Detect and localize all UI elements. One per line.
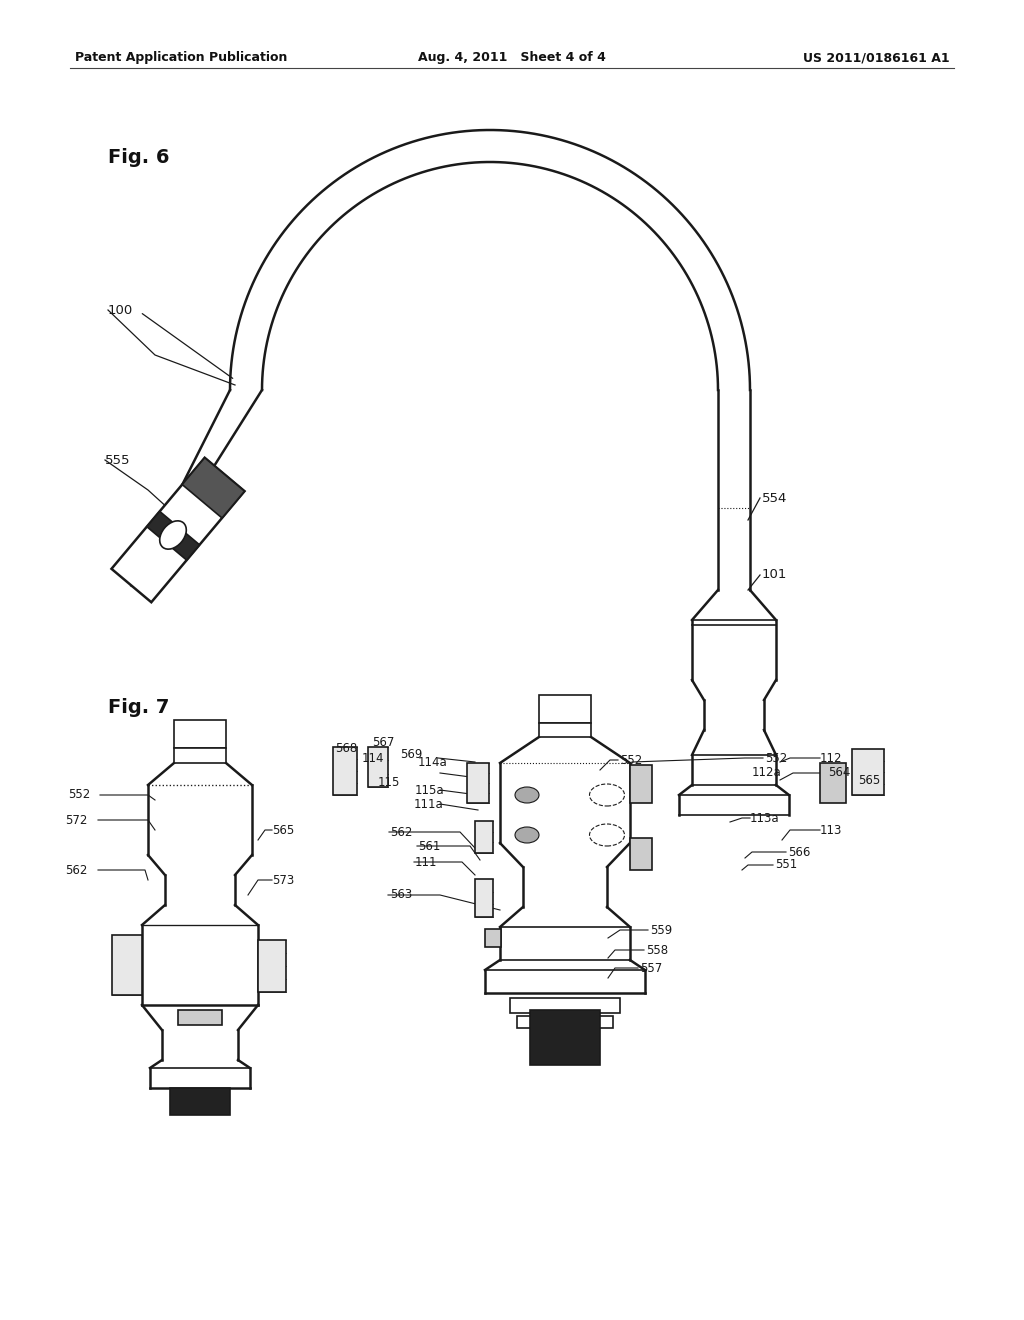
- Text: 552: 552: [68, 788, 90, 801]
- Polygon shape: [146, 511, 200, 560]
- Ellipse shape: [515, 787, 539, 803]
- Bar: [539, 696, 591, 723]
- Bar: [475, 879, 493, 917]
- Text: US 2011/0186161 A1: US 2011/0186161 A1: [804, 51, 950, 65]
- Text: 552: 552: [765, 751, 787, 764]
- Bar: [820, 763, 846, 803]
- Bar: [630, 838, 652, 870]
- Text: Fig. 7: Fig. 7: [108, 698, 169, 717]
- Text: 113a: 113a: [750, 812, 779, 825]
- Text: 112a: 112a: [752, 767, 781, 780]
- Bar: [333, 747, 357, 795]
- Text: 565: 565: [858, 774, 881, 787]
- Text: 572: 572: [65, 813, 87, 826]
- Bar: [112, 935, 142, 995]
- Text: Aug. 4, 2011   Sheet 4 of 4: Aug. 4, 2011 Sheet 4 of 4: [418, 51, 606, 65]
- Ellipse shape: [515, 828, 539, 843]
- Bar: [467, 763, 489, 803]
- Text: 559: 559: [650, 924, 672, 936]
- Text: 557: 557: [640, 961, 663, 974]
- Text: 558: 558: [646, 944, 668, 957]
- Bar: [174, 748, 226, 763]
- Bar: [485, 929, 501, 946]
- Text: 101: 101: [762, 569, 787, 582]
- Text: 554: 554: [762, 491, 787, 504]
- Text: 568: 568: [335, 742, 357, 755]
- Bar: [539, 723, 591, 737]
- Text: 563: 563: [390, 888, 413, 902]
- Text: 561: 561: [418, 840, 440, 853]
- Text: Fig. 6: Fig. 6: [108, 148, 170, 168]
- Ellipse shape: [160, 521, 186, 549]
- Bar: [368, 747, 388, 787]
- Text: 115a: 115a: [415, 784, 444, 796]
- Text: Patent Application Publication: Patent Application Publication: [75, 51, 288, 65]
- Text: 552: 552: [620, 754, 642, 767]
- Text: 114: 114: [362, 751, 384, 764]
- Text: 565: 565: [272, 824, 294, 837]
- Text: 564: 564: [828, 766, 850, 779]
- Bar: [174, 719, 226, 748]
- Text: 555: 555: [105, 454, 130, 466]
- Text: 566: 566: [788, 846, 810, 858]
- Text: 562: 562: [65, 863, 87, 876]
- Text: 111a: 111a: [414, 797, 443, 810]
- Text: 573: 573: [272, 874, 294, 887]
- Polygon shape: [112, 458, 245, 602]
- Text: 115: 115: [378, 776, 400, 788]
- Bar: [630, 766, 652, 803]
- Bar: [170, 1088, 230, 1115]
- Bar: [475, 821, 493, 853]
- Text: 100: 100: [108, 304, 133, 317]
- Text: 114a: 114a: [418, 755, 447, 768]
- Bar: [510, 998, 620, 1012]
- Text: 569: 569: [400, 747, 422, 760]
- Bar: [178, 1010, 222, 1026]
- Text: 562: 562: [390, 825, 413, 838]
- Bar: [530, 1010, 600, 1065]
- Text: 113: 113: [820, 824, 843, 837]
- Text: 567: 567: [372, 735, 394, 748]
- Bar: [258, 940, 286, 993]
- Text: 551: 551: [775, 858, 798, 871]
- Polygon shape: [182, 458, 245, 517]
- Bar: [852, 748, 884, 795]
- Bar: [517, 1016, 613, 1028]
- Text: 111: 111: [415, 855, 437, 869]
- Text: 112: 112: [820, 751, 843, 764]
